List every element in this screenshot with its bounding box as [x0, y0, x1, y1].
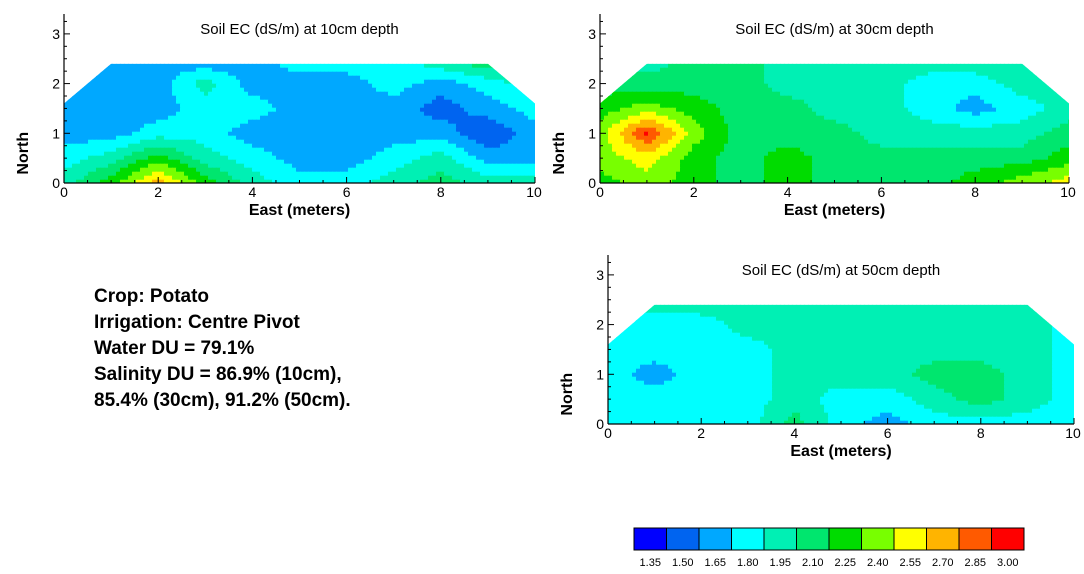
x-tick-label: 2: [697, 425, 705, 441]
y-axis-label: North: [551, 132, 568, 175]
contour-fill: [608, 304, 1074, 424]
x-axis-label: East (meters): [249, 202, 350, 219]
x-tick-label: 2: [690, 184, 698, 200]
contour-fill: [64, 63, 535, 183]
x-tick-label: 6: [878, 184, 886, 200]
y-tick-label: 1: [596, 366, 604, 382]
contour-panel: 0 2 4 6 8 10 0 1 2 3 Soil EC (dS/m) at 30cm depth E…: [551, 14, 1076, 219]
colorbar-label: 2.70: [932, 557, 953, 569]
colorbar-label: 2.40: [867, 557, 888, 569]
x-tick-label: 4: [791, 425, 799, 441]
colorbar-swatch: [731, 527, 765, 551]
x-tick-label: 8: [971, 184, 979, 200]
x-tick-label: 8: [437, 184, 445, 200]
x-tick-label: 2: [154, 184, 162, 200]
colorbar-label: 3.00: [997, 557, 1018, 569]
x-tick-label: 6: [343, 184, 351, 200]
colorbar-label: 2.55: [900, 557, 921, 569]
x-tick-label: 6: [884, 425, 892, 441]
x-tick-label: 0: [596, 184, 604, 200]
irrigation-label: Irrigation: Centre Pivot: [94, 312, 300, 333]
colorbar-swatch: [926, 527, 960, 551]
y-tick-label: 0: [588, 175, 596, 191]
y-tick-label: 2: [52, 76, 60, 92]
y-tick-label: 3: [52, 26, 60, 42]
colorbar-swatch: [958, 527, 992, 551]
colorbar-swatch: [828, 527, 862, 551]
colorbar-label: 1.65: [705, 557, 726, 569]
x-tick-label: 4: [784, 184, 792, 200]
y-tick-label: 2: [596, 317, 604, 333]
y-tick-label: 2: [588, 76, 596, 92]
colorbar-swatch: [633, 527, 667, 551]
colorbar-label: 1.95: [770, 557, 791, 569]
colorbar-swatch: [763, 527, 797, 551]
trial-info: Crop: Potato Irrigation: Centre Pivot Wa…: [94, 284, 351, 414]
y-tick-label: 3: [588, 26, 596, 42]
water-du-label: Water DU = 79.1%: [94, 338, 255, 359]
y-tick-label: 0: [52, 175, 60, 191]
contour-panel: 0 2 4 6 8 10 0 1 2 3 Soil EC (dS/m) at 50cm depth E…: [559, 255, 1081, 460]
y-tick-label: 0: [596, 416, 604, 432]
y-axis-label: North: [15, 132, 32, 175]
x-tick-label: 0: [604, 425, 612, 441]
x-axis-label: East (meters): [790, 443, 891, 460]
colorbar-swatch: [796, 527, 830, 551]
colorbar-label: 2.10: [802, 557, 823, 569]
x-tick-label: 10: [526, 184, 542, 200]
colorbar-label: 2.85: [965, 557, 986, 569]
colorbar-label: 2.25: [835, 557, 856, 569]
x-tick-label: 10: [1065, 425, 1081, 441]
chart-title: Soil EC (dS/m) at 30cm depth: [735, 21, 933, 38]
salinity-du-label-cont: 85.4% (30cm), 91.2% (50cm).: [94, 390, 351, 411]
chart-title: Soil EC (dS/m) at 10cm depth: [200, 21, 398, 38]
x-tick-label: 10: [1060, 184, 1076, 200]
contour-panel: 0 2 4 6 8 10 0 1 2 3 Soil EC (dS/m) at 10cm depth E…: [15, 14, 542, 219]
colorbar-swatch: [698, 527, 732, 551]
crop-label: Crop: Potato: [94, 286, 210, 307]
colorbar-swatch: [893, 527, 927, 551]
colorbar-label: 1.35: [640, 557, 661, 569]
colorbar-swatch: [991, 527, 1025, 551]
colorbar-swatch: [666, 527, 700, 551]
y-axis-label: North: [559, 373, 576, 416]
x-tick-label: 4: [249, 184, 257, 200]
contour-fill: [600, 63, 1069, 183]
y-tick-label: 1: [588, 125, 596, 141]
colorbar-label: 1.80: [737, 557, 758, 569]
y-tick-label: 3: [596, 267, 604, 283]
colorbar-legend: 1.35 1.50 1.65 1.80 1.95 2.10 2.25 2.40 2.55 2.70…: [633, 527, 1025, 569]
x-axis-label: East (meters): [784, 202, 885, 219]
x-tick-label: 0: [60, 184, 68, 200]
y-tick-label: 1: [52, 125, 60, 141]
colorbar-label: 1.50: [672, 557, 693, 569]
colorbar-swatch: [861, 527, 895, 551]
x-tick-label: 8: [977, 425, 985, 441]
salinity-du-label: Salinity DU = 86.9% (10cm),: [94, 364, 342, 385]
chart-title: Soil EC (dS/m) at 50cm depth: [742, 262, 940, 279]
